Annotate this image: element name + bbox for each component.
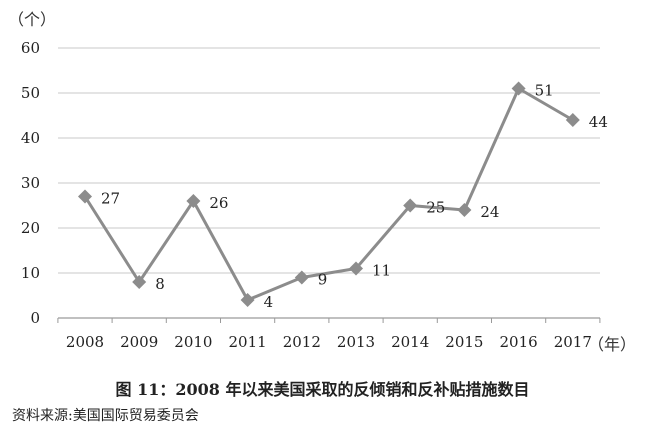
data-label-2010: 26	[209, 194, 228, 212]
data-point-2012	[294, 270, 309, 285]
y-tick-label-40: 40	[21, 129, 40, 147]
data-label-2008: 27	[101, 190, 120, 208]
data-point-2016	[511, 81, 526, 96]
series-line	[83, 87, 574, 302]
data-labels: 27 8 26 4 9 11 25 24 51 44	[101, 82, 608, 312]
axes: 0 10 20 30 40 50 60 2008 2009 2010 2011 2012 2013 201…	[21, 39, 601, 351]
y-tick-label-30: 30	[21, 174, 40, 192]
x-tick-label-2008: 2008	[66, 333, 104, 351]
data-point-2014	[403, 198, 418, 213]
figure-caption: 图 11：2008 年以来美国采取的反倾销和反补贴措施数目	[115, 380, 530, 399]
y-tick-label-50: 50	[21, 84, 40, 102]
data-point-2017	[565, 113, 580, 127]
x-tick-label-2010: 2010	[174, 333, 212, 351]
series-polyline	[83, 87, 574, 302]
data-point-2015	[457, 203, 472, 217]
x-tick-label-2017: 2017	[554, 333, 592, 351]
y-tick-label-20: 20	[21, 219, 40, 237]
data-point-2009	[132, 275, 147, 289]
x-tick-label-2011: 2011	[229, 333, 267, 351]
y-tick-label-0: 0	[30, 309, 40, 327]
x-tick-label-2009: 2009	[120, 333, 158, 351]
data-markers	[78, 81, 580, 307]
data-point-2010	[186, 194, 201, 208]
x-tick-label-2016: 2016	[500, 333, 538, 351]
data-point-2011	[240, 293, 255, 307]
x-axis-unit-label: （年）	[588, 335, 637, 354]
y-tick-label-60: 60	[21, 39, 40, 57]
data-label-2015: 24	[480, 203, 499, 221]
y-axis-unit-label: （个）	[8, 10, 57, 29]
y-tick-label-10: 10	[21, 264, 40, 282]
data-point-2008	[78, 189, 92, 204]
x-tick-label-2012: 2012	[283, 333, 321, 351]
data-label-2016: 51	[535, 82, 554, 100]
x-tick-label-2014: 2014	[391, 333, 429, 351]
data-label-2011: 4	[264, 293, 274, 311]
data-point-2013	[349, 261, 363, 276]
data-label-2014: 25	[426, 199, 445, 217]
data-label-2009: 8	[155, 275, 165, 293]
x-tick-label-2013: 2013	[337, 333, 375, 351]
data-label-2012: 9	[318, 271, 328, 289]
x-tick-label-2015: 2015	[445, 333, 483, 351]
data-label-2017: 44	[589, 113, 608, 131]
gridlines	[58, 47, 600, 274]
source-note: 资料来源:美国国际贸易委员会	[12, 408, 199, 424]
data-label-2013: 11	[372, 262, 391, 280]
